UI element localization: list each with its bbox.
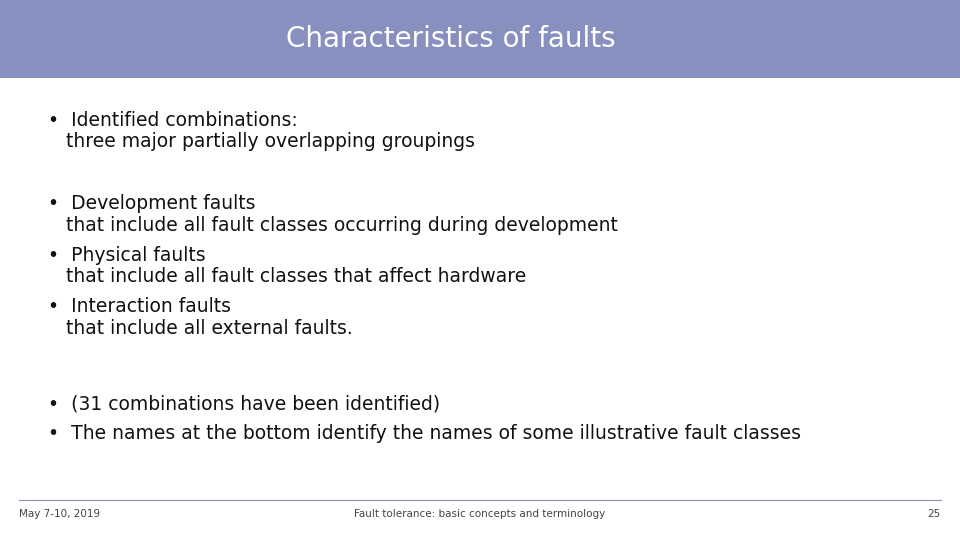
FancyBboxPatch shape: [0, 0, 960, 78]
Text: •  Identified combinations:: • Identified combinations:: [48, 111, 298, 130]
Text: •  (31 combinations have been identified): • (31 combinations have been identified): [48, 394, 440, 413]
Text: 25: 25: [927, 509, 941, 519]
Text: •  Physical faults: • Physical faults: [48, 246, 205, 265]
Text: that include all fault classes that affect hardware: that include all fault classes that affe…: [48, 267, 526, 286]
Text: three major partially overlapping groupings: three major partially overlapping groupi…: [48, 132, 475, 151]
Text: May 7-10, 2019: May 7-10, 2019: [19, 509, 101, 519]
Text: •  The names at the bottom identify the names of some illustrative fault classes: • The names at the bottom identify the n…: [48, 424, 801, 443]
Text: that include all external faults.: that include all external faults.: [48, 319, 352, 338]
Text: •  Interaction faults: • Interaction faults: [48, 297, 231, 316]
Text: •  Development faults: • Development faults: [48, 194, 255, 213]
Text: that include all fault classes occurring during development: that include all fault classes occurring…: [48, 216, 618, 235]
Text: Fault tolerance: basic concepts and terminology: Fault tolerance: basic concepts and term…: [354, 509, 606, 519]
Text: Characteristics of faults: Characteristics of faults: [286, 25, 616, 53]
